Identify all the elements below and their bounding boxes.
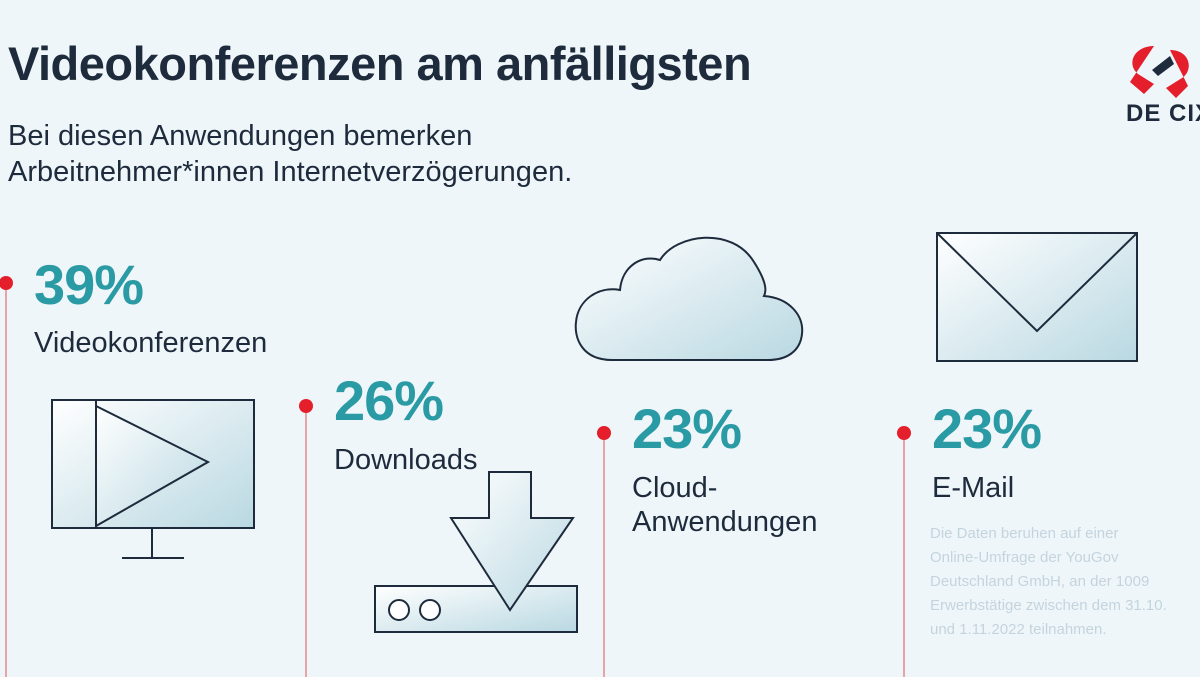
stat-label-line: Downloads	[334, 444, 478, 476]
stat-marker-dot	[0, 276, 13, 290]
decix-logo-text: DE CIX	[1126, 100, 1200, 127]
page-title: Videokonferenzen am anfälligsten	[8, 37, 752, 90]
subtitle-line: Bei diesen Anwendungen bemerken	[8, 120, 473, 152]
stat-value: 23%	[632, 397, 742, 460]
footnote: Die Daten beruhen auf einer Online-Umfra…	[930, 522, 1190, 642]
decix-logo-icon	[1130, 46, 1189, 98]
envelope-icon	[936, 232, 1138, 362]
stat-label: E-Mail	[932, 471, 1014, 505]
stat-marker-line	[903, 433, 905, 677]
subtitle-line: Arbeitnehmer*innen Internetverzögerungen…	[8, 156, 573, 188]
stat-label-line: E-Mail	[932, 472, 1015, 504]
download-icon	[374, 471, 578, 633]
stat-marker-line	[603, 433, 605, 677]
stat-marker-line	[5, 283, 7, 677]
footnote-line: Deutschland GmbH, an der 1009	[930, 573, 1150, 590]
stat-label: Cloud- Anwendungen	[632, 471, 817, 539]
video-monitor-icon	[51, 399, 255, 559]
stat-label-line: Videokonferenzen	[34, 327, 268, 359]
cloud-icon	[574, 236, 804, 361]
footnote-line: Erwerbstätige zwischen dem 31.10.	[930, 597, 1167, 614]
stat-marker-line	[305, 406, 307, 677]
stat-marker-dot	[597, 426, 611, 440]
stat-marker-dot	[897, 426, 911, 440]
stat-label: Videokonferenzen	[34, 326, 267, 360]
stat-label-line: Cloud-	[632, 472, 718, 504]
stat-marker-dot	[299, 399, 313, 413]
page-subtitle: Bei diesen Anwendungen bemerken Arbeitne…	[8, 118, 572, 190]
stat-label-line: Anwendungen	[632, 506, 818, 538]
stat-value: 23%	[932, 397, 1042, 460]
stat-value: 26%	[334, 369, 444, 432]
footnote-line: Die Daten beruhen auf einer	[930, 525, 1119, 542]
stat-label: Downloads	[334, 443, 477, 477]
footnote-line: Online-Umfrage der YouGov	[930, 549, 1119, 566]
stat-value: 39%	[34, 253, 144, 316]
footnote-line: und 1.11.2022 teilnahmen.	[930, 621, 1107, 638]
